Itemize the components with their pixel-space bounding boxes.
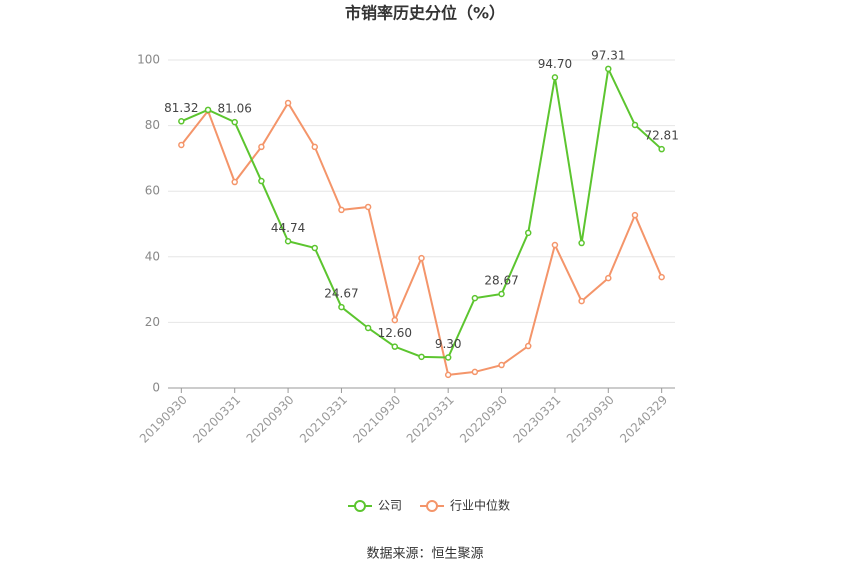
point-marker [605,65,612,73]
point-marker [311,244,319,252]
x-tick-label: 20230331 [510,393,563,446]
point-marker [364,203,372,211]
data-label: 12.60 [378,326,412,340]
x-tick-label: 20210930 [350,393,403,446]
point-marker [551,241,559,249]
x-tick-label: 20230930 [564,393,617,446]
x-tick-label: 20200930 [244,393,297,446]
data-label: 44.74 [271,221,305,235]
point-marker [258,143,265,151]
point-marker [605,274,612,282]
x-tick-label: 20210331 [297,393,350,446]
point-marker [444,354,452,361]
y-tick-label: 20 [145,315,160,329]
legend-label: 行业中位数 [450,498,510,513]
x-tick-label: 20220930 [457,393,510,446]
source-note: 数据来源：恒生聚源 [366,547,483,562]
data-label: 24.67 [324,287,358,301]
point-marker [578,297,585,305]
data-label: 28.67 [484,273,518,287]
chart-title: 市销率历史分位（%） [345,4,505,23]
point-marker [231,118,238,126]
legend-swatch-marker [426,500,439,512]
point-marker [551,74,559,81]
point-marker [311,143,319,151]
point-marker [524,342,532,350]
point-marker [578,239,585,247]
data-label: 9.30 [435,337,462,351]
data-label: 72.81 [644,129,678,143]
point-marker [658,145,665,153]
y-tick-label: 100 [137,53,160,67]
data-label: 97.31 [591,48,625,62]
point-marker [284,238,292,245]
point-marker [338,206,345,214]
point-marker [498,290,505,298]
x-tick-label: 20240329 [617,393,670,446]
point-marker [418,254,425,262]
y-tick-label: 0 [152,381,160,395]
point-marker [444,371,452,379]
point-marker [658,273,665,281]
point-marker [231,178,238,186]
y-tick-label: 40 [145,249,160,263]
point-marker [391,316,399,324]
point-marker [524,229,532,237]
x-tick-label: 20190930 [137,393,190,446]
point-marker [284,99,292,107]
point-marker [364,324,372,332]
point-marker [631,211,639,219]
data-label: 94.70 [538,57,572,71]
point-marker [204,106,212,114]
y-tick-label: 60 [145,184,160,198]
x-tick-label: 20200331 [190,393,243,446]
legend-swatch-marker [354,500,366,512]
point-marker [338,303,345,311]
series-line [180,101,663,376]
legend-label: 公司 [378,499,402,513]
point-marker [631,121,639,129]
data-label: 81.32 [164,101,198,115]
point-marker [471,294,479,302]
point-marker [391,343,399,350]
point-marker [498,361,505,369]
data-label: 81.06 [218,102,252,116]
y-tick-label: 80 [145,118,160,132]
point-marker [418,353,425,361]
series-line [180,65,663,359]
point-marker [178,118,185,125]
point-marker [258,177,265,185]
x-tick-label: 20220331 [404,393,457,446]
point-marker [178,141,185,149]
point-marker [471,368,479,376]
